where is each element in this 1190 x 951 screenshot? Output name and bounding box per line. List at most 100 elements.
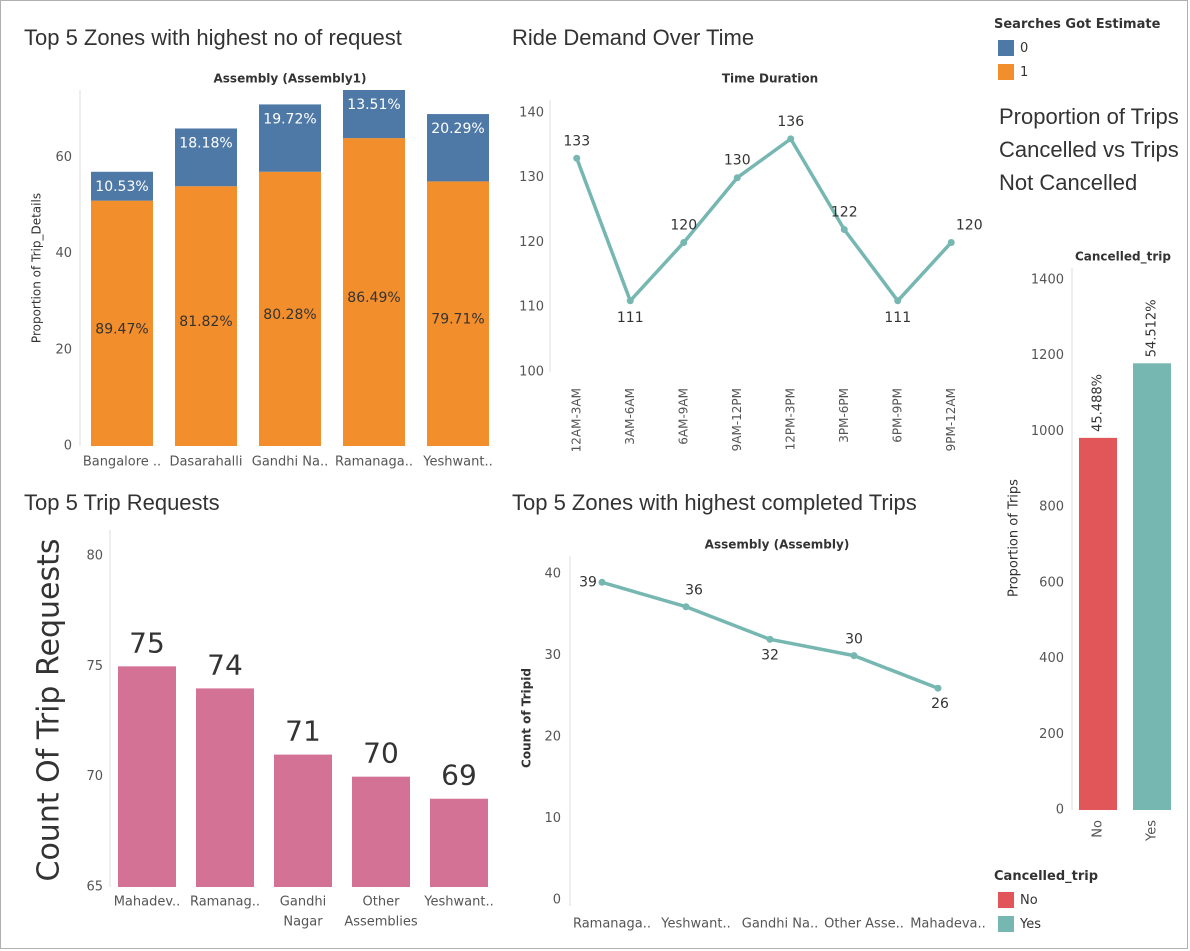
title-zones-request: Top 5 Zones with highest no of request <box>24 25 402 50</box>
ride-demand-data-label: 111 <box>884 310 911 326</box>
ride-demand-data-label: 130 <box>724 153 751 169</box>
ride-demand-data-label: 111 <box>617 310 644 326</box>
legend-estimate-label-0[interactable]: 0 <box>1020 41 1029 56</box>
zones-request-x-tick: Ramanaga.. <box>335 455 413 470</box>
zones-request-y-tick: 40 <box>55 246 72 261</box>
legend-estimate-label-1[interactable]: 1 <box>1020 65 1029 80</box>
zones-request-bar-segment <box>259 104 321 172</box>
cancelled-y-tick: 800 <box>1039 500 1064 515</box>
ride-demand-point <box>573 154 581 162</box>
legend-cancelled-title: Cancelled_trip <box>994 869 1099 884</box>
completed-point <box>934 684 942 692</box>
completed-point <box>682 603 690 611</box>
completed-x-tick: Yeshwant.. <box>660 917 730 932</box>
ride-demand-x-tick: 9AM-12PM <box>730 388 744 451</box>
trip-requests-bar <box>118 666 176 887</box>
trip-requests-y-label: Count Of Trip Requests <box>32 539 67 882</box>
trip-requests-data-label: 69 <box>441 759 477 792</box>
cancelled-y-tick: 200 <box>1039 727 1064 742</box>
completed-y-tick: 30 <box>544 648 561 663</box>
trip-requests-bar <box>430 798 488 887</box>
ride-demand-point <box>680 238 688 246</box>
zones-request-data-label: 80.28% <box>263 307 316 323</box>
trip-requests-y-tick: 75 <box>86 659 103 674</box>
completed-data-label: 30 <box>845 632 863 648</box>
cancelled-data-label: 54.512% <box>1145 299 1160 357</box>
legend-cancelled-swatch-no[interactable] <box>998 892 1014 908</box>
completed-x-tick: Ramanaga.. <box>573 917 651 932</box>
completed-y-label: Count of Tripid <box>520 668 534 768</box>
ride-demand-data-label: 122 <box>831 205 858 221</box>
zones-request-data-label: 81.82% <box>179 314 232 330</box>
cancelled-y-tick: 0 <box>1056 803 1064 818</box>
ride-demand-point <box>787 135 795 143</box>
ride-demand-data-label: 120 <box>670 217 697 233</box>
completed-x-tick: Other Asse.. <box>824 917 904 932</box>
ride-demand-x-tick: 3AM-6AM <box>623 388 637 445</box>
ride-demand-y-tick: 120 <box>519 235 544 250</box>
ride-demand-point <box>733 174 741 182</box>
legend-estimate-swatch-0[interactable] <box>998 40 1014 56</box>
ride-demand-x-tick: 3PM-6PM <box>837 388 851 443</box>
title-proportion: Proportion of Trips Cancelled vs Trips N… <box>999 104 1179 195</box>
ride-demand-y-tick: 100 <box>519 365 544 380</box>
zones-request-bar-segment <box>175 128 237 187</box>
title-ride-demand: Ride Demand Over Time <box>512 25 755 50</box>
cancelled-y-tick: 1400 <box>1031 273 1064 288</box>
legend-cancelled-label-no[interactable]: No <box>1020 893 1038 908</box>
zones-request-bar-segment <box>91 171 153 201</box>
ride-demand-y-tick: 110 <box>519 300 544 315</box>
completed-point <box>598 578 606 586</box>
trip-requests-y-tick: 65 <box>86 880 103 895</box>
completed-y-tick: 40 <box>544 567 561 582</box>
completed-header: Assembly (Assembly) <box>705 538 850 552</box>
completed-data-label: 39 <box>579 574 597 590</box>
trip-requests-data-label: 75 <box>129 626 165 659</box>
trip-requests-bar <box>196 688 254 887</box>
trip-requests-data-label: 74 <box>207 648 243 681</box>
zones-request-y-tick: 0 <box>64 439 72 454</box>
legend-cancelled-swatch-yes[interactable] <box>998 916 1014 932</box>
cancelled-y-tick: 1000 <box>1031 424 1064 439</box>
ride-demand-x-tick: 12AM-3AM <box>569 388 583 452</box>
ride-demand-x-tick: 6PM-9PM <box>890 388 904 443</box>
zones-request-x-tick: Bangalore .. <box>83 455 161 470</box>
zones-request-bar-segment <box>259 171 321 446</box>
ride-demand-header: Time Duration <box>722 72 818 86</box>
zones-request-bar-segment <box>343 138 405 447</box>
zones-request-x-tick: Yeshwant.. <box>422 455 492 470</box>
ride-demand-data-label: 120 <box>956 217 983 233</box>
title-trip-requests: Top 5 Trip Requests <box>24 490 220 515</box>
legend-estimate-swatch-1[interactable] <box>998 64 1014 80</box>
trip-requests-x-tick: Yeshwant.. <box>423 895 493 910</box>
cancelled-y-tick: 1200 <box>1031 348 1064 363</box>
zones-request-y-label: Proportion of Trip_Details <box>30 193 44 343</box>
legend-estimate-title: Searches Got Estimate <box>994 17 1161 32</box>
ride-demand-x-tick: 9PM-12AM <box>944 388 958 451</box>
trip-requests-x-tick: Ramanag.. <box>190 895 260 910</box>
ride-demand-data-label: 133 <box>563 133 590 149</box>
completed-x-tick: Mahadeva.. <box>910 917 986 932</box>
ride-demand-x-tick: 6AM-9AM <box>676 388 690 445</box>
completed-y-tick: 10 <box>544 811 561 826</box>
cancelled-y-tick: 400 <box>1039 651 1064 666</box>
zones-request-y-tick: 20 <box>55 342 72 357</box>
zones-request-data-label: 19.72% <box>263 111 316 127</box>
zones-request-data-label: 20.29% <box>431 121 484 137</box>
trip-requests-x-tick: Assemblies <box>344 915 418 930</box>
cancelled-x-tick: Yes <box>1145 820 1160 842</box>
trip-requests-bar <box>352 776 410 887</box>
completed-series-line <box>601 580 939 690</box>
cancelled-y-tick: 600 <box>1039 575 1064 590</box>
completed-point <box>850 652 858 660</box>
cancelled-bar <box>1133 363 1171 810</box>
zones-request-x-tick: Dasarahalli <box>169 455 242 470</box>
legend-cancelled-label-yes[interactable]: Yes <box>1020 917 1041 932</box>
trip-requests-data-label: 71 <box>285 715 321 748</box>
ride-demand-point <box>894 297 902 305</box>
ride-demand-point <box>947 238 955 246</box>
zones-request-y-tick: 60 <box>55 150 72 165</box>
cancelled-x-tick: No <box>1091 820 1106 838</box>
